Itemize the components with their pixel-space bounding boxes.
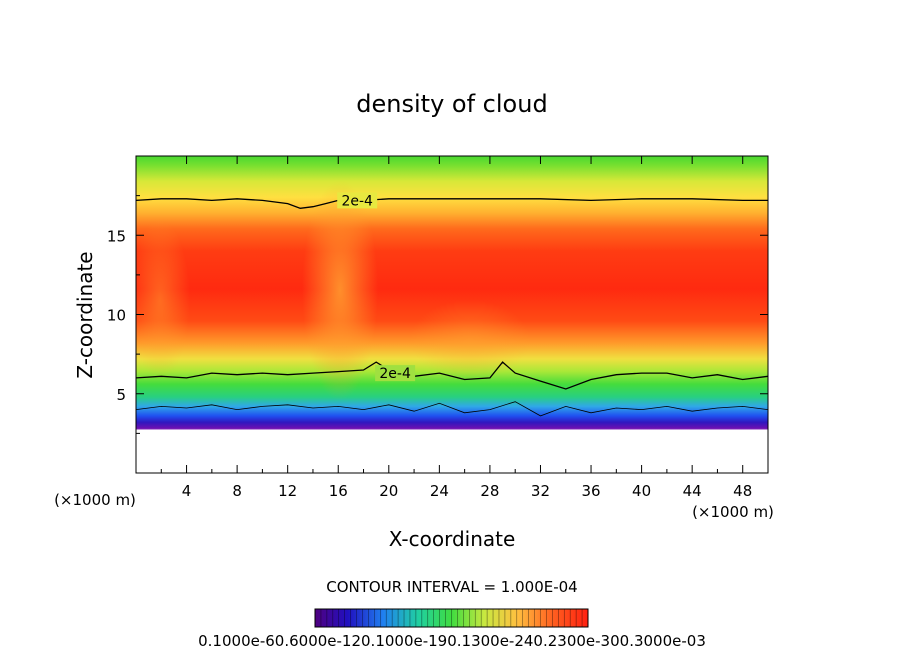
x-tick-label: 36	[581, 482, 600, 500]
x-tick-label: 44	[683, 482, 702, 500]
x-tick-label: 48	[733, 482, 752, 500]
x-tick-label: 40	[632, 482, 651, 500]
x-unit-label-right: (×1000 m)	[692, 503, 774, 521]
x-unit-label-left: (×1000 m)	[54, 491, 136, 509]
contour-line-cloud_base	[136, 401, 768, 417]
x-tick-label: 24	[430, 482, 449, 500]
field-feature-left	[136, 220, 190, 380]
x-tick-label: 32	[531, 482, 550, 500]
x-axis-label: X-coordinate	[389, 527, 516, 551]
y-axis-label: Z-coordinate	[73, 251, 97, 378]
contour-label-bg-0	[337, 192, 378, 209]
contour-label-0: 2e-4	[341, 193, 373, 209]
colorbar-tick-labels: 0.1000e-60.6000e-120.1000e-190.1300e-240…	[198, 632, 706, 650]
colorbar	[314, 608, 589, 628]
x-tick-label: 8	[232, 482, 242, 500]
contour-label-bg-1	[375, 365, 416, 382]
y-axis-ticks: 5 10 15	[107, 195, 768, 434]
field-feature-updraft	[302, 180, 378, 400]
contour-layer: 2e-4 2e-4	[136, 192, 768, 417]
x-axis-ticks: 4 8 12 16 20 24 28 32 36 40 44 48	[160, 156, 752, 500]
x-tick-label: 12	[278, 482, 297, 500]
x-tick-label: 4	[182, 482, 192, 500]
contour-interval-text: CONTOUR INTERVAL = 1.000E-04	[326, 578, 577, 596]
x-tick-label: 20	[379, 482, 398, 500]
contour-line-lower_2e-4	[136, 361, 768, 390]
colorbar-frame	[314, 608, 589, 628]
y-tick-label: 10	[107, 307, 126, 325]
contour-label-1: 2e-4	[379, 366, 411, 382]
y-tick-label: 5	[116, 386, 126, 404]
y-tick-label: 15	[107, 227, 126, 245]
chart-title: density of cloud	[356, 90, 547, 118]
x-tick-label: 16	[329, 482, 348, 500]
field-feature-mid	[410, 300, 530, 380]
x-tick-label: 28	[480, 482, 499, 500]
plot-area: 2e-4 2e-4	[136, 156, 768, 473]
